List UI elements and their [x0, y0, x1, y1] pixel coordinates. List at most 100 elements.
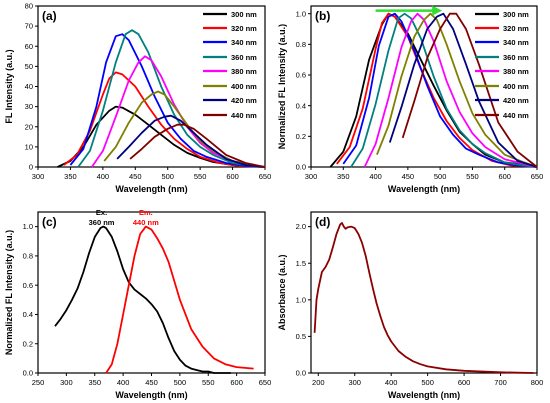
x-tick-label: 600: [230, 378, 243, 387]
series-line: [77, 29, 266, 168]
y-axis-label: FL Intensity (a.u.): [4, 49, 14, 123]
x-tick-label: 650: [259, 378, 272, 387]
plot-frame: [310, 211, 538, 374]
plot-frame: [310, 5, 538, 168]
y-tick-label: 0.8: [23, 252, 33, 261]
x-tick-label: 500: [434, 172, 447, 181]
y-tick-label: 0.6: [296, 71, 306, 80]
y-tick-label: 0.4: [296, 101, 306, 110]
annotation-label: Em.: [139, 208, 153, 217]
panel-label: (b): [315, 9, 330, 23]
legend-label: 340 nm: [503, 38, 529, 47]
y-tick-label: 0: [29, 163, 33, 172]
y-tick-label: 0.0: [23, 369, 33, 378]
annotation-label: Ex.: [96, 208, 107, 217]
y-tick-label: 0.2: [296, 132, 306, 141]
series-line: [54, 225, 231, 374]
legend-label: 440 nm: [503, 111, 529, 120]
x-tick-label: 650: [259, 172, 272, 181]
series-line: [129, 123, 266, 168]
x-tick-label: 550: [194, 172, 207, 181]
legend-label: 400 nm: [503, 82, 529, 91]
series-line: [63, 71, 266, 168]
x-tick-label: 350: [64, 172, 77, 181]
x-tick-label: 400: [369, 172, 382, 181]
legend-label: 340 nm: [231, 38, 257, 47]
x-tick-label: 800: [531, 378, 544, 387]
panel-d: 200 300 400 500 600 700 800 0.0 0.5 1.0 1.5 2.0 Wave…: [277, 211, 544, 400]
x-tick-label: 450: [402, 172, 415, 181]
x-tick-label: 400: [385, 378, 398, 387]
y-tick-label: 80: [25, 2, 33, 11]
panel-label: (a): [42, 9, 57, 23]
x-tick-label: 500: [161, 172, 174, 181]
shift-arrow-head: [432, 5, 443, 16]
legend-label: 380 nm: [231, 67, 257, 76]
legend-label: 360 nm: [503, 53, 529, 62]
x-axis-label: Wavelength (nm): [115, 184, 187, 194]
legend-label: 360 nm: [231, 53, 257, 62]
y-axis-label: Normalized FL Intensity (a.u.): [4, 230, 14, 355]
x-tick-label: 300: [60, 378, 73, 387]
x-tick-label: 400: [117, 378, 130, 387]
y-tick-label: 40: [25, 82, 33, 91]
legend-label: 320 nm: [231, 24, 257, 33]
x-tick-label: 300: [32, 172, 45, 181]
plot-frame: [37, 211, 266, 374]
panel-c: 250 300 350 400 450 500 550 600 650 0.0 0.2 0.4 0.6 0…: [4, 208, 271, 400]
x-tick-label: 350: [88, 378, 101, 387]
x-tick-label: 500: [174, 378, 187, 387]
x-tick-label: 600: [498, 172, 511, 181]
x-tick-label: 550: [466, 172, 479, 181]
x-tick-label: 450: [145, 378, 158, 387]
y-tick-label: 0.0: [296, 163, 306, 172]
x-tick-label: 600: [458, 378, 471, 387]
y-tick-label: 0.6: [23, 281, 33, 290]
y-tick-label: 2.0: [296, 222, 306, 231]
panel-b: 300 350 400 450 500 550 600 650 0.0 0.2 0.4 0.6 0.8 1…: [277, 5, 543, 194]
x-tick-label: 450: [129, 172, 142, 181]
y-tick-label: 0.0: [296, 369, 306, 378]
series-line: [388, 12, 538, 168]
legend-label: 420 nm: [231, 96, 257, 105]
y-tick-label: 0.4: [23, 310, 33, 319]
legend-label: 400 nm: [231, 82, 257, 91]
x-tick-label: 500: [421, 378, 434, 387]
series-line: [376, 12, 538, 168]
x-tick-label: 700: [494, 378, 507, 387]
x-tick-label: 350: [337, 172, 350, 181]
x-tick-label: 300: [305, 172, 318, 181]
series-line: [329, 12, 538, 168]
series-line: [69, 33, 266, 168]
panel-label: (c): [42, 215, 57, 229]
y-tick-label: 20: [25, 122, 33, 131]
x-axis-label: Wavelength (nm): [388, 390, 460, 400]
y-tick-label: 1.0: [23, 222, 33, 231]
series-line: [116, 114, 266, 168]
y-tick-label: 0.8: [296, 40, 306, 49]
legend-label: 300 nm: [231, 10, 257, 19]
y-tick-label: 50: [25, 62, 33, 71]
y-tick-label: 70: [25, 22, 33, 31]
annotation-label: 440 nm: [133, 218, 159, 227]
x-tick-label: 550: [202, 378, 215, 387]
x-tick-label: 250: [32, 378, 45, 387]
series-line: [105, 225, 254, 374]
x-tick-label: 600: [226, 172, 239, 181]
legend-label: 380 nm: [503, 67, 529, 76]
y-tick-label: 30: [25, 102, 33, 111]
x-axis-label: Wavelength (nm): [388, 184, 460, 194]
panel-label: (d): [315, 215, 330, 229]
y-tick-label: 60: [25, 42, 33, 51]
y-tick-label: 0.2: [23, 339, 33, 348]
series-line: [342, 12, 538, 168]
annotation-label: 360 nm: [89, 218, 115, 227]
x-tick-label: 300: [348, 378, 361, 387]
y-tick-label: 10: [25, 142, 33, 151]
y-tick-label: 0.5: [296, 332, 306, 341]
series-line: [313, 222, 534, 374]
y-axis-label: Absorbance (a.u.): [277, 254, 287, 330]
y-tick-label: 1.0: [296, 9, 306, 18]
legend-label: 300 nm: [503, 10, 529, 19]
